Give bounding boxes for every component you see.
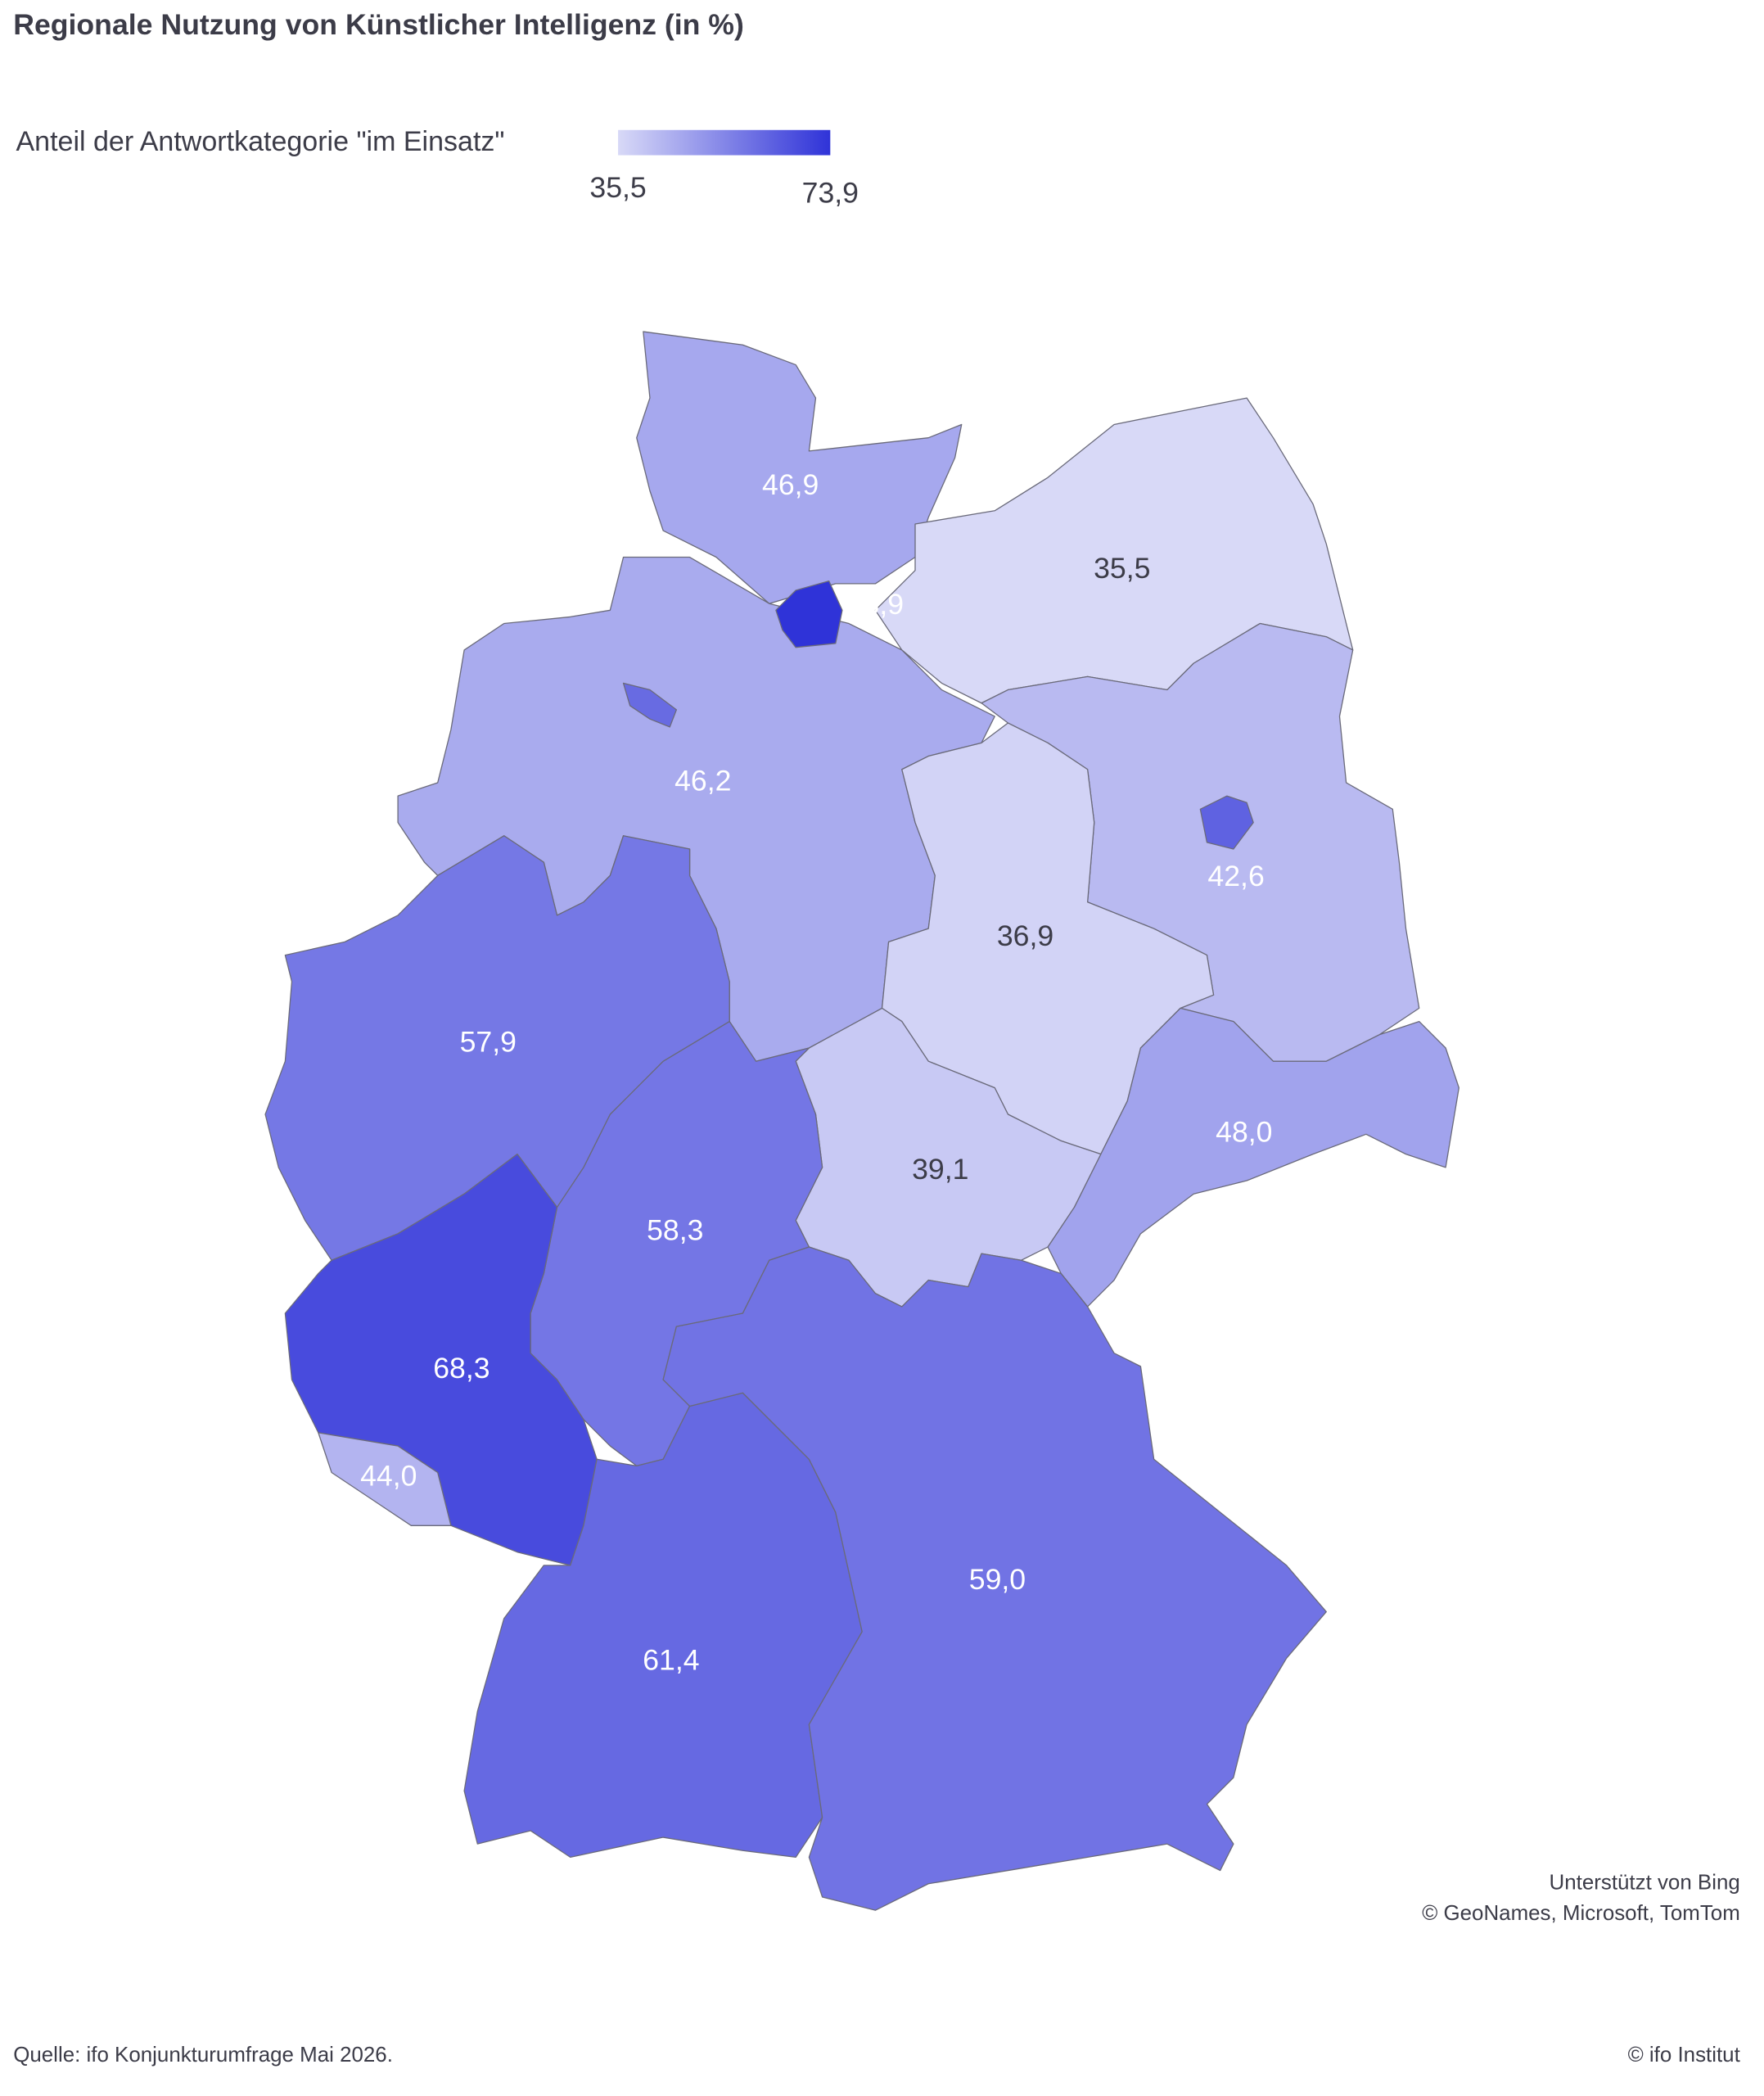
- attribution: © GeoNames, Microsoft, TomTom: [1422, 1902, 1740, 1925]
- copyright: © ifo Institut: [1628, 2044, 1741, 2067]
- region: [1199, 795, 1254, 850]
- value-label: 39,1: [912, 1153, 968, 1186]
- region: [1047, 1007, 1459, 1308]
- legend-title: Anteil der Antwortkategorie "im Einsatz": [16, 126, 504, 157]
- source: Quelle: ifo Konjunkturumfrage Mai 2026.: [13, 2044, 393, 2067]
- region: [264, 835, 730, 1261]
- value-label: 44,0: [360, 1459, 417, 1492]
- legend-tick-label: 73,9: [802, 177, 859, 210]
- color-scale: [618, 129, 831, 156]
- value-label: 46,9: [762, 468, 819, 501]
- value-label: 73,9: [847, 588, 904, 621]
- region: [622, 682, 678, 728]
- region: [318, 1432, 452, 1526]
- region: [662, 1246, 1327, 1911]
- legend-tick-label: 35,5: [589, 171, 646, 204]
- value-label: 36,9: [997, 919, 1053, 952]
- title: Regionale Nutzung von Künstlicher Intell…: [13, 8, 744, 41]
- region: [775, 580, 843, 648]
- value-label: 46,2: [674, 764, 731, 797]
- value-label: 59,0: [969, 1563, 1026, 1596]
- value-label: 42,6: [1207, 860, 1264, 892]
- value-label: 68,3: [433, 1352, 489, 1385]
- value-label: 35,5: [1094, 552, 1150, 585]
- value-label: 58,3: [647, 1214, 703, 1247]
- attribution: Unterstützt von Bing: [1550, 1872, 1740, 1895]
- value-label: 61,4: [643, 1644, 699, 1677]
- value-label: 57,9: [460, 1026, 517, 1059]
- value-label: 48,0: [1216, 1116, 1272, 1149]
